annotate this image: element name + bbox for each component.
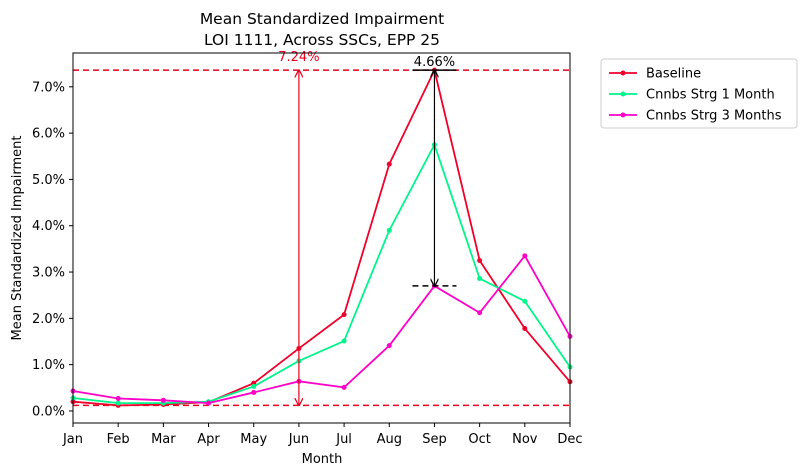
data-point xyxy=(386,343,392,349)
data-point xyxy=(341,338,347,344)
series-line xyxy=(72,143,571,404)
x-tick-label: Jun xyxy=(288,432,309,447)
data-point xyxy=(522,253,528,259)
x-tick-label: Sep xyxy=(422,432,447,447)
y-tick-label: 0.0% xyxy=(32,404,65,419)
data-point xyxy=(341,312,347,318)
series-line xyxy=(72,69,571,407)
data-point xyxy=(206,400,212,406)
legend-box xyxy=(600,58,798,129)
data-point xyxy=(115,400,121,406)
y-tick-label: 7.0% xyxy=(32,80,65,95)
legend-swatch-marker xyxy=(620,70,626,76)
x-tick-label: Aug xyxy=(377,432,402,447)
chart-subtitle: LOI 1111, Across SSCs, EPP 25 xyxy=(204,31,440,49)
data-point xyxy=(251,383,257,389)
y-tick-label: 6.0% xyxy=(32,127,65,142)
x-tick-label: Mar xyxy=(151,432,176,447)
legend: Baseline Cnnbs Strg 1 Month Cnnbs Strg 3 M… xyxy=(600,58,798,129)
legend-swatch-marker xyxy=(620,91,626,97)
x-tick-label: May xyxy=(240,432,267,447)
data-point xyxy=(160,397,166,403)
y-tick-label: 2.0% xyxy=(32,312,65,327)
y-tick-label: 3.0% xyxy=(32,266,65,281)
x-axis-label: Month xyxy=(302,452,343,467)
y-axis-label: Mean Standardized Impairment xyxy=(10,136,25,341)
data-point xyxy=(341,384,347,390)
y-tick-label: 4.0% xyxy=(32,219,65,234)
legend-label: Cnnbs Strg 3 Months xyxy=(646,109,782,124)
x-tick-label: Apr xyxy=(197,432,220,447)
data-point xyxy=(477,276,483,282)
data-point xyxy=(477,257,483,263)
legend-swatch-marker xyxy=(620,112,626,118)
series-line xyxy=(72,254,571,404)
plot-area: Jan Feb Mar Apr May Jun Jul Aug Sep Oct Nov Dec 0.0%… xyxy=(32,50,583,447)
data-point xyxy=(251,389,257,395)
data-point xyxy=(115,395,121,401)
plot-frame xyxy=(72,52,571,424)
range-annotation-label: 7.24% xyxy=(278,50,319,65)
y-tick-label: 1.0% xyxy=(32,358,65,373)
data-point xyxy=(477,310,483,316)
y-tick-label: 5.0% xyxy=(32,173,65,188)
legend-label: Cnnbs Strg 1 Month xyxy=(646,88,775,103)
x-tick-label: Oct xyxy=(468,432,490,447)
x-tick-label: Nov xyxy=(512,432,538,447)
chart-title: Mean Standardized Impairment xyxy=(200,10,444,28)
x-tick-label: Dec xyxy=(557,432,582,447)
data-point xyxy=(386,227,392,233)
data-point xyxy=(522,326,528,332)
x-tick-label: Jul xyxy=(335,432,352,447)
legend-label: Baseline xyxy=(646,67,701,82)
x-tick-label: Jan xyxy=(62,432,83,447)
x-tick-label: Feb xyxy=(107,432,130,447)
data-point xyxy=(522,298,528,304)
data-point xyxy=(386,161,392,167)
reduction-annotation-label: 4.66% xyxy=(414,55,455,70)
